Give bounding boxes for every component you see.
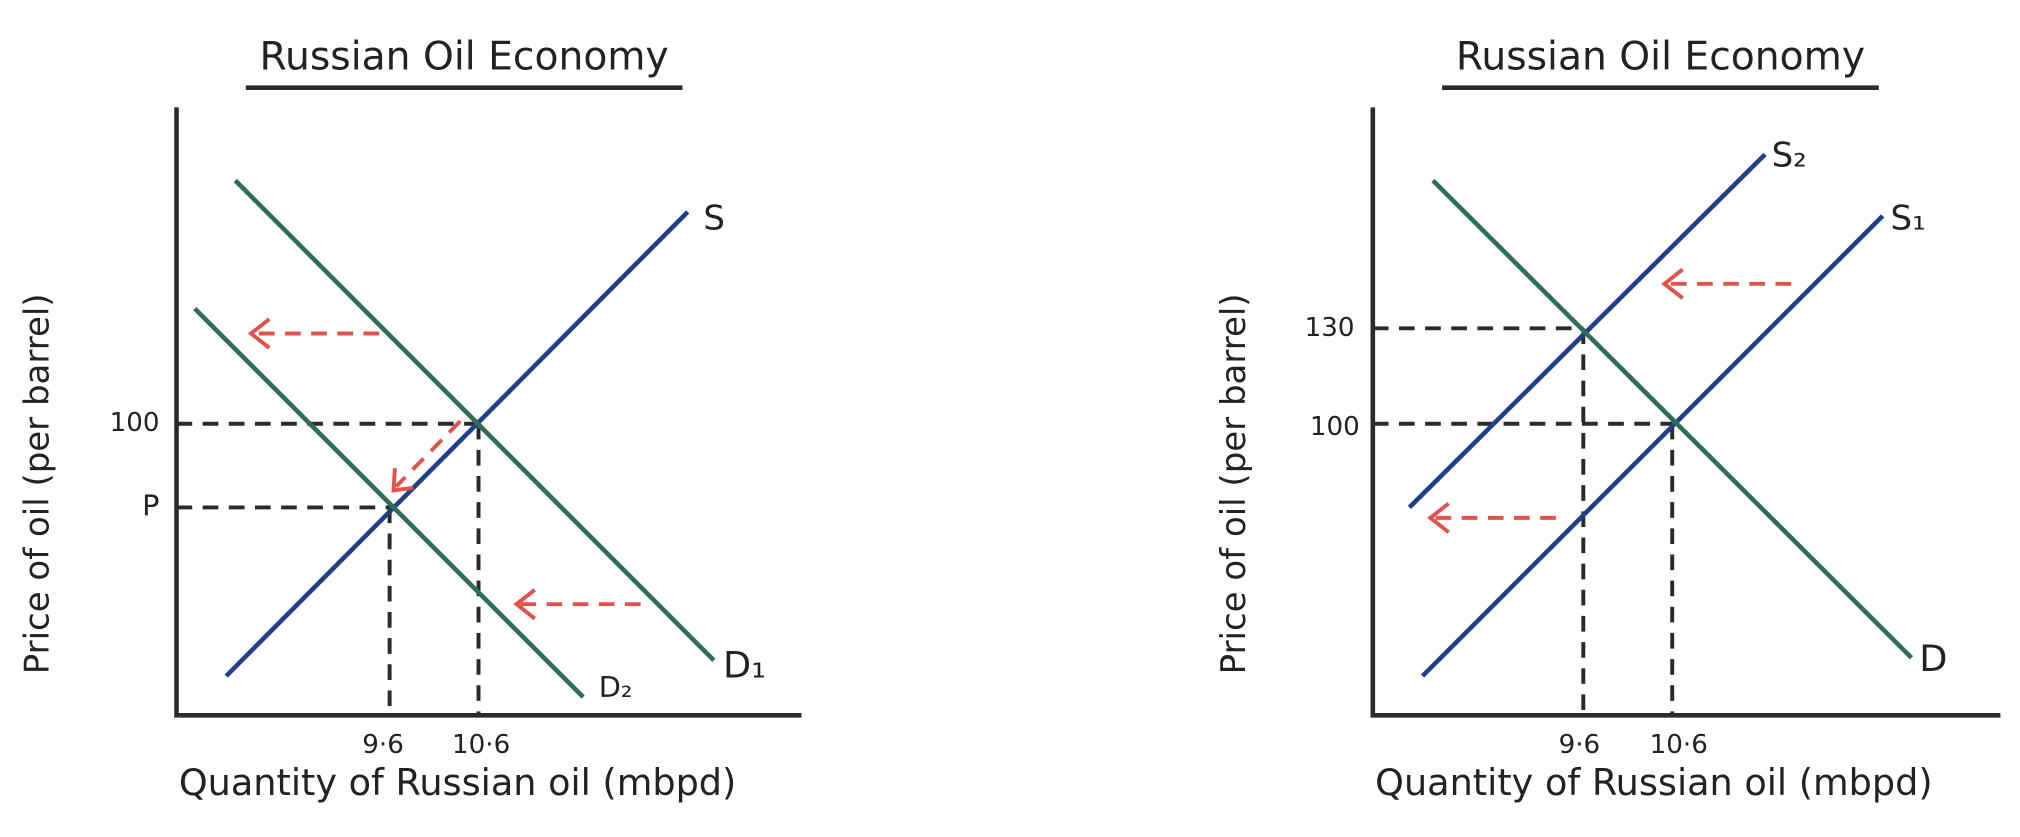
shift-arrow — [394, 419, 462, 488]
arrow-head — [391, 468, 414, 493]
curve-label: S — [703, 198, 725, 238]
y-tick-label: 130 — [1305, 313, 1355, 343]
y-axis-label: Price of oil (per barrel) — [1214, 293, 1254, 674]
y-tick-label: 100 — [1310, 412, 1360, 442]
curve-label: D₁ — [723, 643, 766, 686]
demand-curve — [233, 178, 716, 662]
title: Russian Oil Economy — [260, 34, 669, 79]
x-tick-label: 10·6 — [452, 730, 510, 760]
curve-label: S₂ — [1772, 136, 1807, 176]
arrow-head — [513, 588, 536, 621]
demand-curve — [1431, 178, 1914, 660]
axes — [1370, 107, 2001, 718]
x-tick-label: 10·6 — [1650, 730, 1708, 760]
y-tick-label: P — [142, 488, 159, 522]
axes — [174, 107, 802, 718]
arrow-head — [247, 317, 271, 350]
curve-label: S₁ — [1891, 198, 1926, 238]
title: Russian Oil Economy — [1456, 34, 1865, 79]
panel-left: Russian Oil Economy S D₁ D₂ 100 P 9·6 10… — [18, 34, 802, 804]
curve-label: D — [1919, 637, 1947, 680]
demand-curve — [193, 307, 585, 699]
supply-curve — [1407, 152, 1767, 510]
y-tick-label: 100 — [110, 408, 160, 438]
supply-curve — [224, 210, 690, 678]
panel-right: Russian Oil Economy S₂ S₁ D 130 100 9·6 … — [1214, 34, 2001, 804]
supply-curve — [1420, 214, 1885, 678]
x-tick-label: 9·6 — [1559, 730, 1601, 760]
curve-label: D₂ — [599, 670, 633, 704]
x-tick-label: 9·6 — [362, 730, 404, 760]
x-axis-label: Quantity of Russian oil (mbpd) — [179, 761, 736, 804]
x-axis-label: Quantity of Russian oil (mbpd) — [1375, 761, 1932, 804]
arrow-head — [1661, 267, 1684, 300]
y-axis-label: Price of oil (per barrel) — [18, 293, 58, 674]
arrow-head — [1427, 501, 1450, 534]
